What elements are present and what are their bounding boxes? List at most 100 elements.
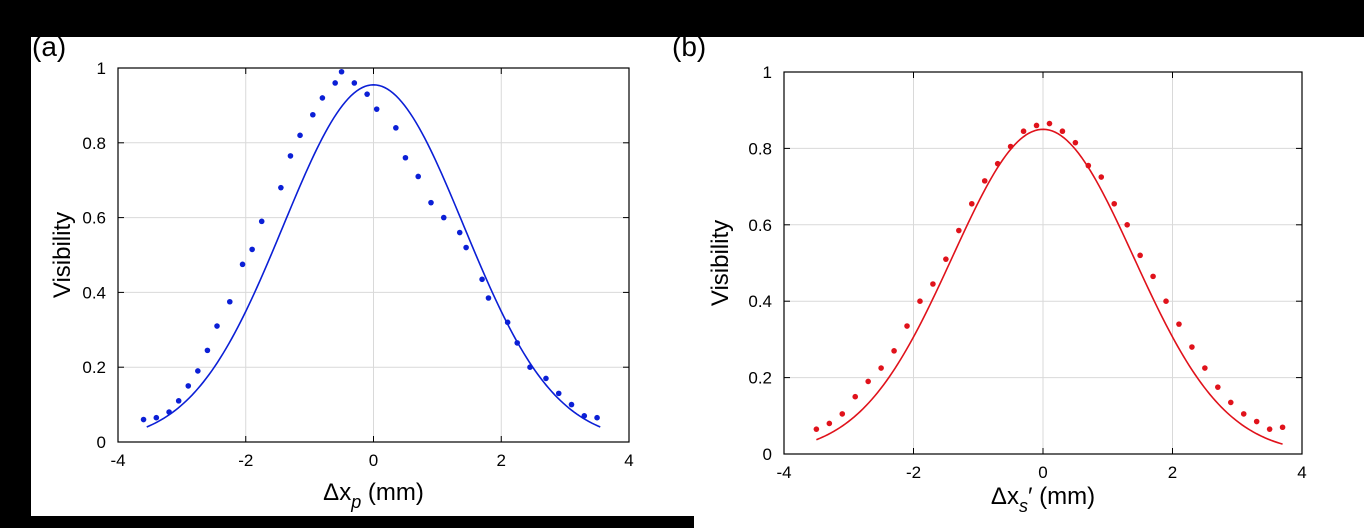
x-axis-label: Δxp (mm) xyxy=(323,479,424,512)
data-point xyxy=(351,80,358,86)
data-point xyxy=(1150,273,1156,280)
data-point xyxy=(994,160,1001,167)
x-tick-label: 2 xyxy=(497,451,506,470)
data-point xyxy=(527,364,533,371)
y-tick-label: 0.2 xyxy=(82,358,106,377)
data-point xyxy=(826,420,833,427)
top-black-bar xyxy=(0,0,1364,37)
data-point xyxy=(364,91,370,97)
data-point xyxy=(1007,143,1014,150)
data-point xyxy=(891,348,897,354)
data-point xyxy=(968,200,975,207)
y-axis-label: Visibility xyxy=(707,220,734,306)
data-point xyxy=(393,125,399,131)
data-point xyxy=(1137,252,1143,259)
data-point xyxy=(568,401,575,408)
data-point xyxy=(319,95,326,101)
data-point xyxy=(463,244,469,251)
data-point xyxy=(813,426,820,432)
y-tick-label: 0.2 xyxy=(748,369,772,388)
data-point xyxy=(175,398,182,404)
data-point xyxy=(278,184,284,191)
data-point xyxy=(852,393,859,400)
y-tick-label: 0.8 xyxy=(748,139,772,158)
x-tick-label: 2 xyxy=(1168,463,1177,482)
data-point xyxy=(214,323,220,329)
y-axis-label: Visibility xyxy=(49,212,76,298)
data-point xyxy=(185,383,192,389)
data-point xyxy=(1189,344,1195,350)
data-point xyxy=(904,323,910,329)
y-tick-label: 1 xyxy=(97,59,106,78)
data-point xyxy=(1072,139,1079,146)
data-point xyxy=(839,411,846,417)
data-point xyxy=(1227,399,1234,406)
y-tick-label: 0.8 xyxy=(82,134,106,153)
panel-b: -4 -2 0 2 4 0 0.2 0.4 0.6 0.8 1 Visibility Δxs′ (mm)… xyxy=(672,31,1307,516)
y-tick-label: 0.4 xyxy=(748,292,772,311)
data-point xyxy=(140,416,147,423)
y-tick-label: 1 xyxy=(763,63,772,82)
x-tick-label: 4 xyxy=(624,451,633,470)
x-tick-label: -2 xyxy=(238,451,253,470)
data-point xyxy=(373,106,380,112)
x-tick-label: 0 xyxy=(369,451,378,470)
data-point xyxy=(1020,128,1027,135)
y-tick-label: 0 xyxy=(763,445,772,464)
data-point xyxy=(1202,365,1208,371)
data-point xyxy=(555,390,562,397)
data-point xyxy=(594,414,600,421)
x-axis-label: Δxs′ (mm) xyxy=(991,483,1095,516)
left-black-bar xyxy=(0,0,31,528)
panel-label: (b) xyxy=(672,31,706,62)
data-point xyxy=(332,80,338,86)
y-tick-label: 0.6 xyxy=(82,209,106,228)
x-tick-label: -4 xyxy=(110,451,125,470)
data-point xyxy=(1124,222,1130,228)
y-tick-label: 0.6 xyxy=(748,216,772,235)
data-point xyxy=(1240,411,1247,417)
data-point xyxy=(943,256,949,262)
data-point xyxy=(1098,174,1105,180)
data-point xyxy=(485,295,492,301)
data-point xyxy=(504,319,511,326)
panel-a: -4 -2 0 2 4 0 0.2 0.4 0.6 0.8 1 Visibility Δxp (mm) (… xyxy=(32,31,634,512)
data-point xyxy=(258,218,265,225)
data-point xyxy=(1279,424,1286,431)
x-tick-label: -4 xyxy=(776,463,791,482)
data-point xyxy=(440,214,447,221)
data-point xyxy=(195,368,201,374)
x-tick-label: 4 xyxy=(1297,463,1306,482)
data-point xyxy=(581,413,588,419)
data-point xyxy=(456,229,463,236)
data-point xyxy=(1111,200,1118,207)
data-point xyxy=(415,173,422,180)
data-point xyxy=(930,281,936,287)
data-point xyxy=(1266,426,1273,432)
data-point xyxy=(1215,384,1221,390)
data-point xyxy=(1176,321,1182,327)
data-point xyxy=(1059,128,1066,135)
panel-label: (a) xyxy=(32,31,66,62)
data-point xyxy=(917,298,923,305)
data-point xyxy=(1163,298,1169,305)
data-point xyxy=(479,276,485,283)
data-point xyxy=(878,365,884,371)
data-point xyxy=(428,199,434,206)
fit-curve xyxy=(816,128,1283,445)
data-point xyxy=(543,375,549,382)
data-point xyxy=(153,414,160,421)
data-point xyxy=(239,261,246,268)
bottom-black-bar xyxy=(0,516,694,528)
y-tick-label: 0 xyxy=(97,433,106,452)
x-tick-label: -2 xyxy=(906,463,921,482)
x-tick-label: 0 xyxy=(1038,463,1047,482)
data-point xyxy=(226,298,233,305)
data-point xyxy=(249,246,255,253)
data-point xyxy=(514,340,521,346)
data-point xyxy=(310,111,316,118)
data-point xyxy=(287,153,294,159)
data-point xyxy=(981,178,988,184)
data-point xyxy=(338,68,345,75)
